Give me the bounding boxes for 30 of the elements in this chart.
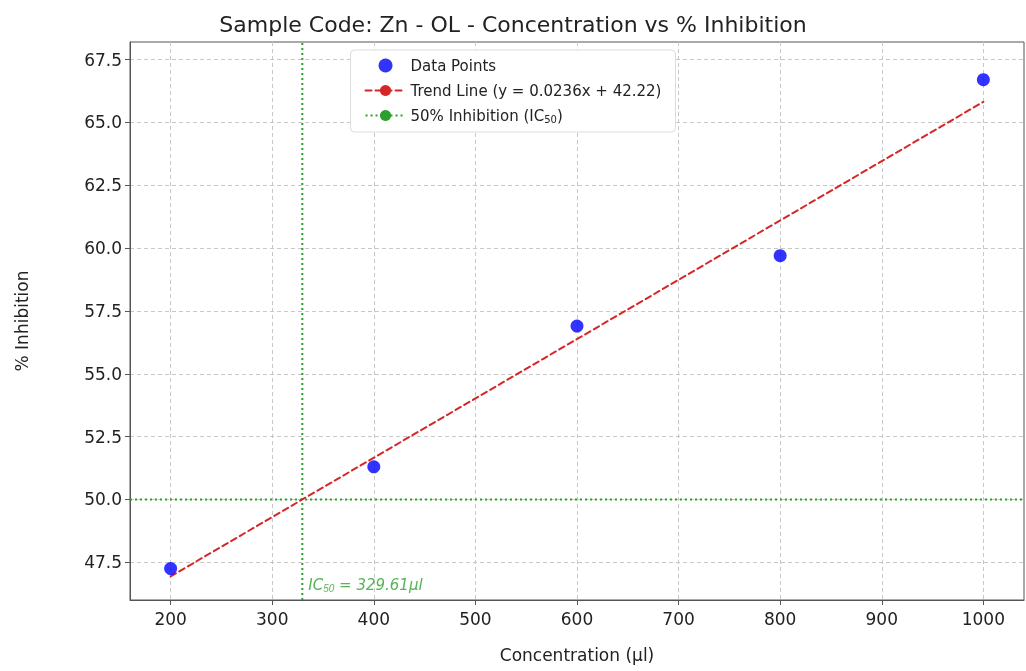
y-axis-title: % Inhibition [11, 270, 32, 372]
y-tick-label: 65.0 [84, 112, 122, 133]
x-tick-label: 800 [763, 608, 797, 629]
legend-label: Trend Line (y = 0.0236x + 42.22) [409, 81, 662, 100]
x-tick-label: 600 [560, 608, 594, 629]
x-tick-label: 200 [154, 608, 187, 629]
point [570, 319, 584, 333]
x-axis-title: Concentration (μl) [499, 644, 655, 665]
y-tick-label: 67.5 [84, 49, 122, 70]
point [164, 562, 178, 576]
x-tick-label: 400 [357, 608, 391, 629]
y-tick-label: 62.5 [84, 175, 122, 196]
legend-label: 50% Inhibition (IC50) [410, 106, 563, 125]
ref-line-label: IC50 = 329.61μl [308, 575, 424, 594]
y-tick-label: 50.0 [84, 489, 122, 510]
x-tick-label: 700 [662, 608, 695, 629]
legend-label: Data Points [410, 56, 497, 75]
point [773, 249, 787, 263]
point [976, 73, 990, 87]
chart-title: Sample Code: Zn - OL - Concentration vs % Inhibition [219, 11, 807, 37]
y-tick-label: 55.0 [84, 363, 122, 384]
y-tick-label: 60.0 [84, 238, 122, 259]
y-tick-label: 57.5 [84, 300, 122, 321]
y-tick-label: 47.5 [84, 552, 122, 573]
point [367, 460, 381, 474]
x-tick-label: 1000 [961, 608, 1005, 629]
x-tick-label: 900 [865, 608, 898, 629]
x-tick-label: 300 [256, 608, 289, 629]
x-tick-label: 500 [459, 608, 492, 629]
y-tick-label: 52.5 [84, 426, 122, 447]
